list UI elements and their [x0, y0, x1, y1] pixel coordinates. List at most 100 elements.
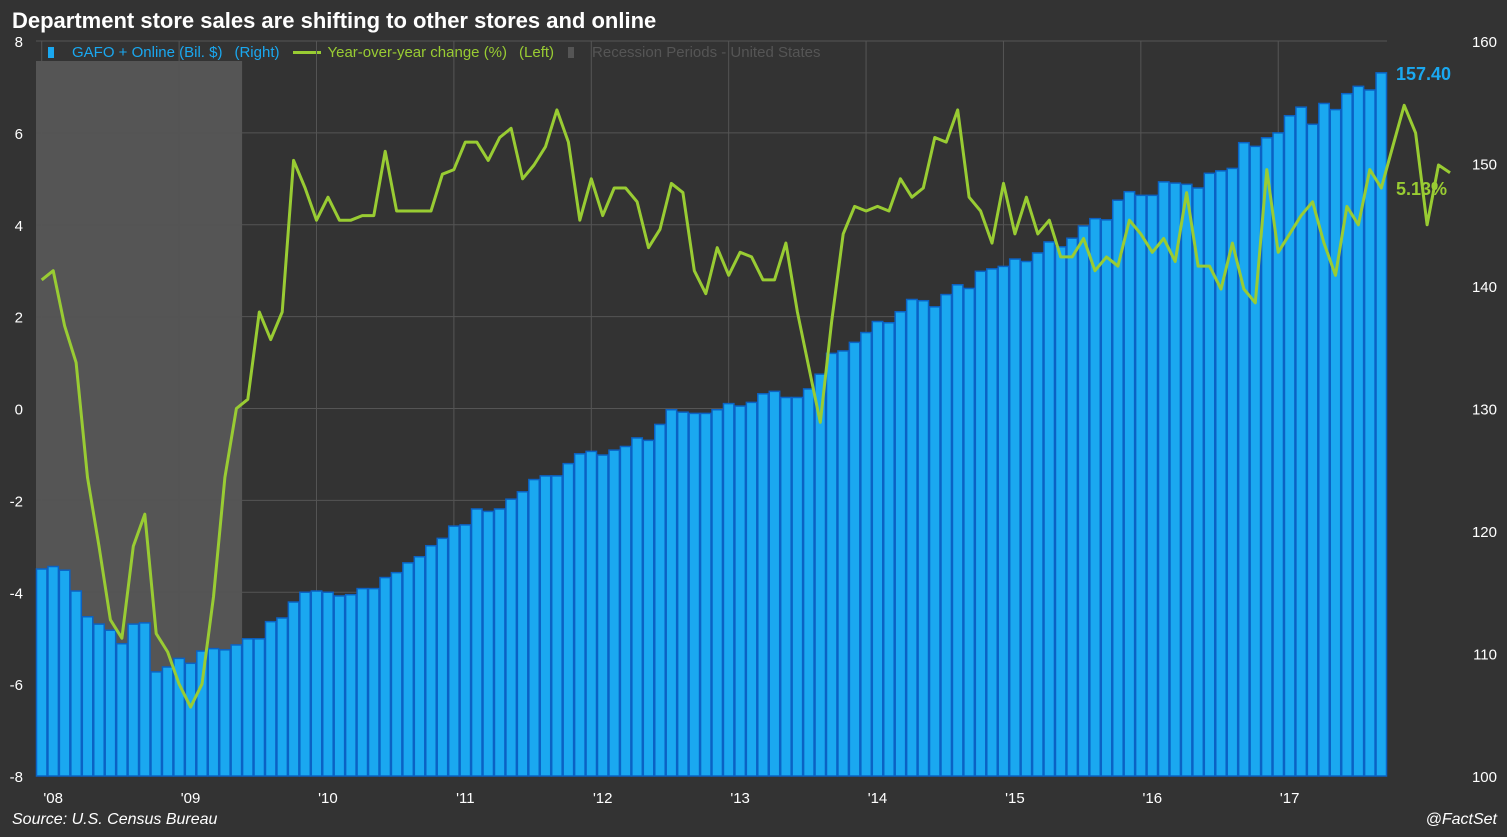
- bar: [894, 310, 907, 777]
- bar: [1203, 172, 1216, 777]
- bar: [802, 388, 815, 777]
- bar: [1054, 246, 1067, 777]
- bar: [1100, 219, 1113, 777]
- left-tick-label: 4: [15, 218, 23, 235]
- bar: [528, 478, 541, 777]
- right-tick-label: 140: [1472, 279, 1497, 296]
- bar: [310, 590, 323, 777]
- bar: [230, 644, 243, 777]
- bar: [917, 299, 930, 777]
- bar: [986, 268, 998, 777]
- bar: [516, 491, 529, 777]
- bar: [1043, 241, 1056, 777]
- bar: [150, 671, 163, 777]
- bar: [425, 544, 437, 777]
- bar: [882, 322, 895, 777]
- bar: [1008, 258, 1021, 777]
- bar: [287, 601, 300, 777]
- bar: [871, 320, 884, 777]
- bar: [390, 571, 403, 777]
- left-tick-label: 0: [15, 402, 23, 419]
- bar: [1066, 237, 1079, 777]
- bar: [1237, 141, 1250, 777]
- source-note: Source: U.S. Census Bureau: [12, 811, 218, 828]
- bar: [1318, 102, 1331, 777]
- right-tick-label: 150: [1472, 157, 1497, 174]
- bar: [1226, 167, 1239, 777]
- bar: [379, 576, 392, 777]
- right-tick-label: 100: [1472, 769, 1497, 786]
- bar: [940, 293, 953, 777]
- line-end-label: 5.13%: [1396, 179, 1447, 199]
- bar: [848, 341, 861, 777]
- bar: [1192, 187, 1205, 777]
- chart-legend: GAFO + Online (Bil. $) (Right) Year-over…: [48, 44, 834, 61]
- legend-item-line[interactable]: Year-over-year change (%) (Left): [293, 44, 554, 61]
- bar: [1352, 85, 1365, 777]
- series-line: [40, 103, 1451, 709]
- legend-recession-swatch: [568, 47, 575, 58]
- bar: [1283, 114, 1296, 777]
- bar: [276, 617, 289, 777]
- bar: [711, 408, 724, 777]
- bar: [92, 623, 105, 777]
- bar: [779, 396, 792, 777]
- bar: [585, 450, 598, 777]
- legend-item-bars[interactable]: GAFO + Online (Bil. $) (Right): [48, 44, 279, 61]
- bar: [722, 402, 735, 777]
- bar: [493, 508, 506, 777]
- bar: [997, 265, 1010, 777]
- bar: [665, 408, 678, 777]
- bar: [550, 475, 563, 777]
- bar: [367, 587, 380, 777]
- right-tick-label: 110: [1473, 647, 1497, 664]
- left-tick-label: -2: [10, 493, 23, 510]
- bar: [676, 411, 689, 777]
- bar: [688, 412, 701, 777]
- left-tick-label: -6: [10, 677, 23, 694]
- bar: [734, 405, 747, 777]
- bar: [81, 616, 94, 777]
- bar: [1295, 106, 1308, 777]
- bar: [173, 657, 186, 777]
- bar: [814, 373, 827, 777]
- bar: [1272, 132, 1285, 777]
- bar: [1215, 170, 1227, 777]
- bar: [837, 350, 850, 777]
- bar: [1123, 190, 1136, 777]
- bar: [1077, 225, 1090, 777]
- bar: [104, 629, 117, 777]
- x-tick-label: '09: [181, 790, 201, 807]
- legend-bar-axis: (Right): [234, 44, 280, 61]
- x-tick-label: '12: [593, 790, 613, 807]
- bar: [1134, 194, 1147, 777]
- x-tick-label: '15: [1005, 790, 1025, 807]
- x-tick-label: '16: [1143, 790, 1163, 807]
- bar: [1180, 183, 1193, 777]
- left-tick-label: 8: [15, 34, 23, 51]
- bar: [1249, 145, 1262, 777]
- bar: [928, 306, 941, 777]
- bar: [241, 638, 254, 777]
- bar: [619, 445, 632, 777]
- x-tick-label: '14: [868, 790, 888, 807]
- right-tick-label: 130: [1472, 402, 1497, 419]
- bar: [654, 423, 666, 777]
- bar-end-label: 157.40: [1396, 64, 1451, 84]
- bar: [642, 439, 655, 777]
- bar: [860, 331, 873, 777]
- bar: [299, 591, 312, 777]
- left-tick-label: -8: [10, 769, 23, 786]
- x-tick-label: '17: [1280, 790, 1300, 807]
- bar: [757, 393, 769, 777]
- bar: [436, 537, 449, 777]
- bar: [768, 390, 781, 777]
- bar: [1169, 182, 1182, 777]
- bar: [138, 622, 151, 777]
- bar: [70, 590, 83, 777]
- legend-recession-label: Recession Periods - United States: [592, 44, 821, 61]
- legend-item-recession[interactable]: Recession Periods - United States: [568, 44, 820, 61]
- bar: [1260, 137, 1273, 777]
- bar: [951, 284, 964, 777]
